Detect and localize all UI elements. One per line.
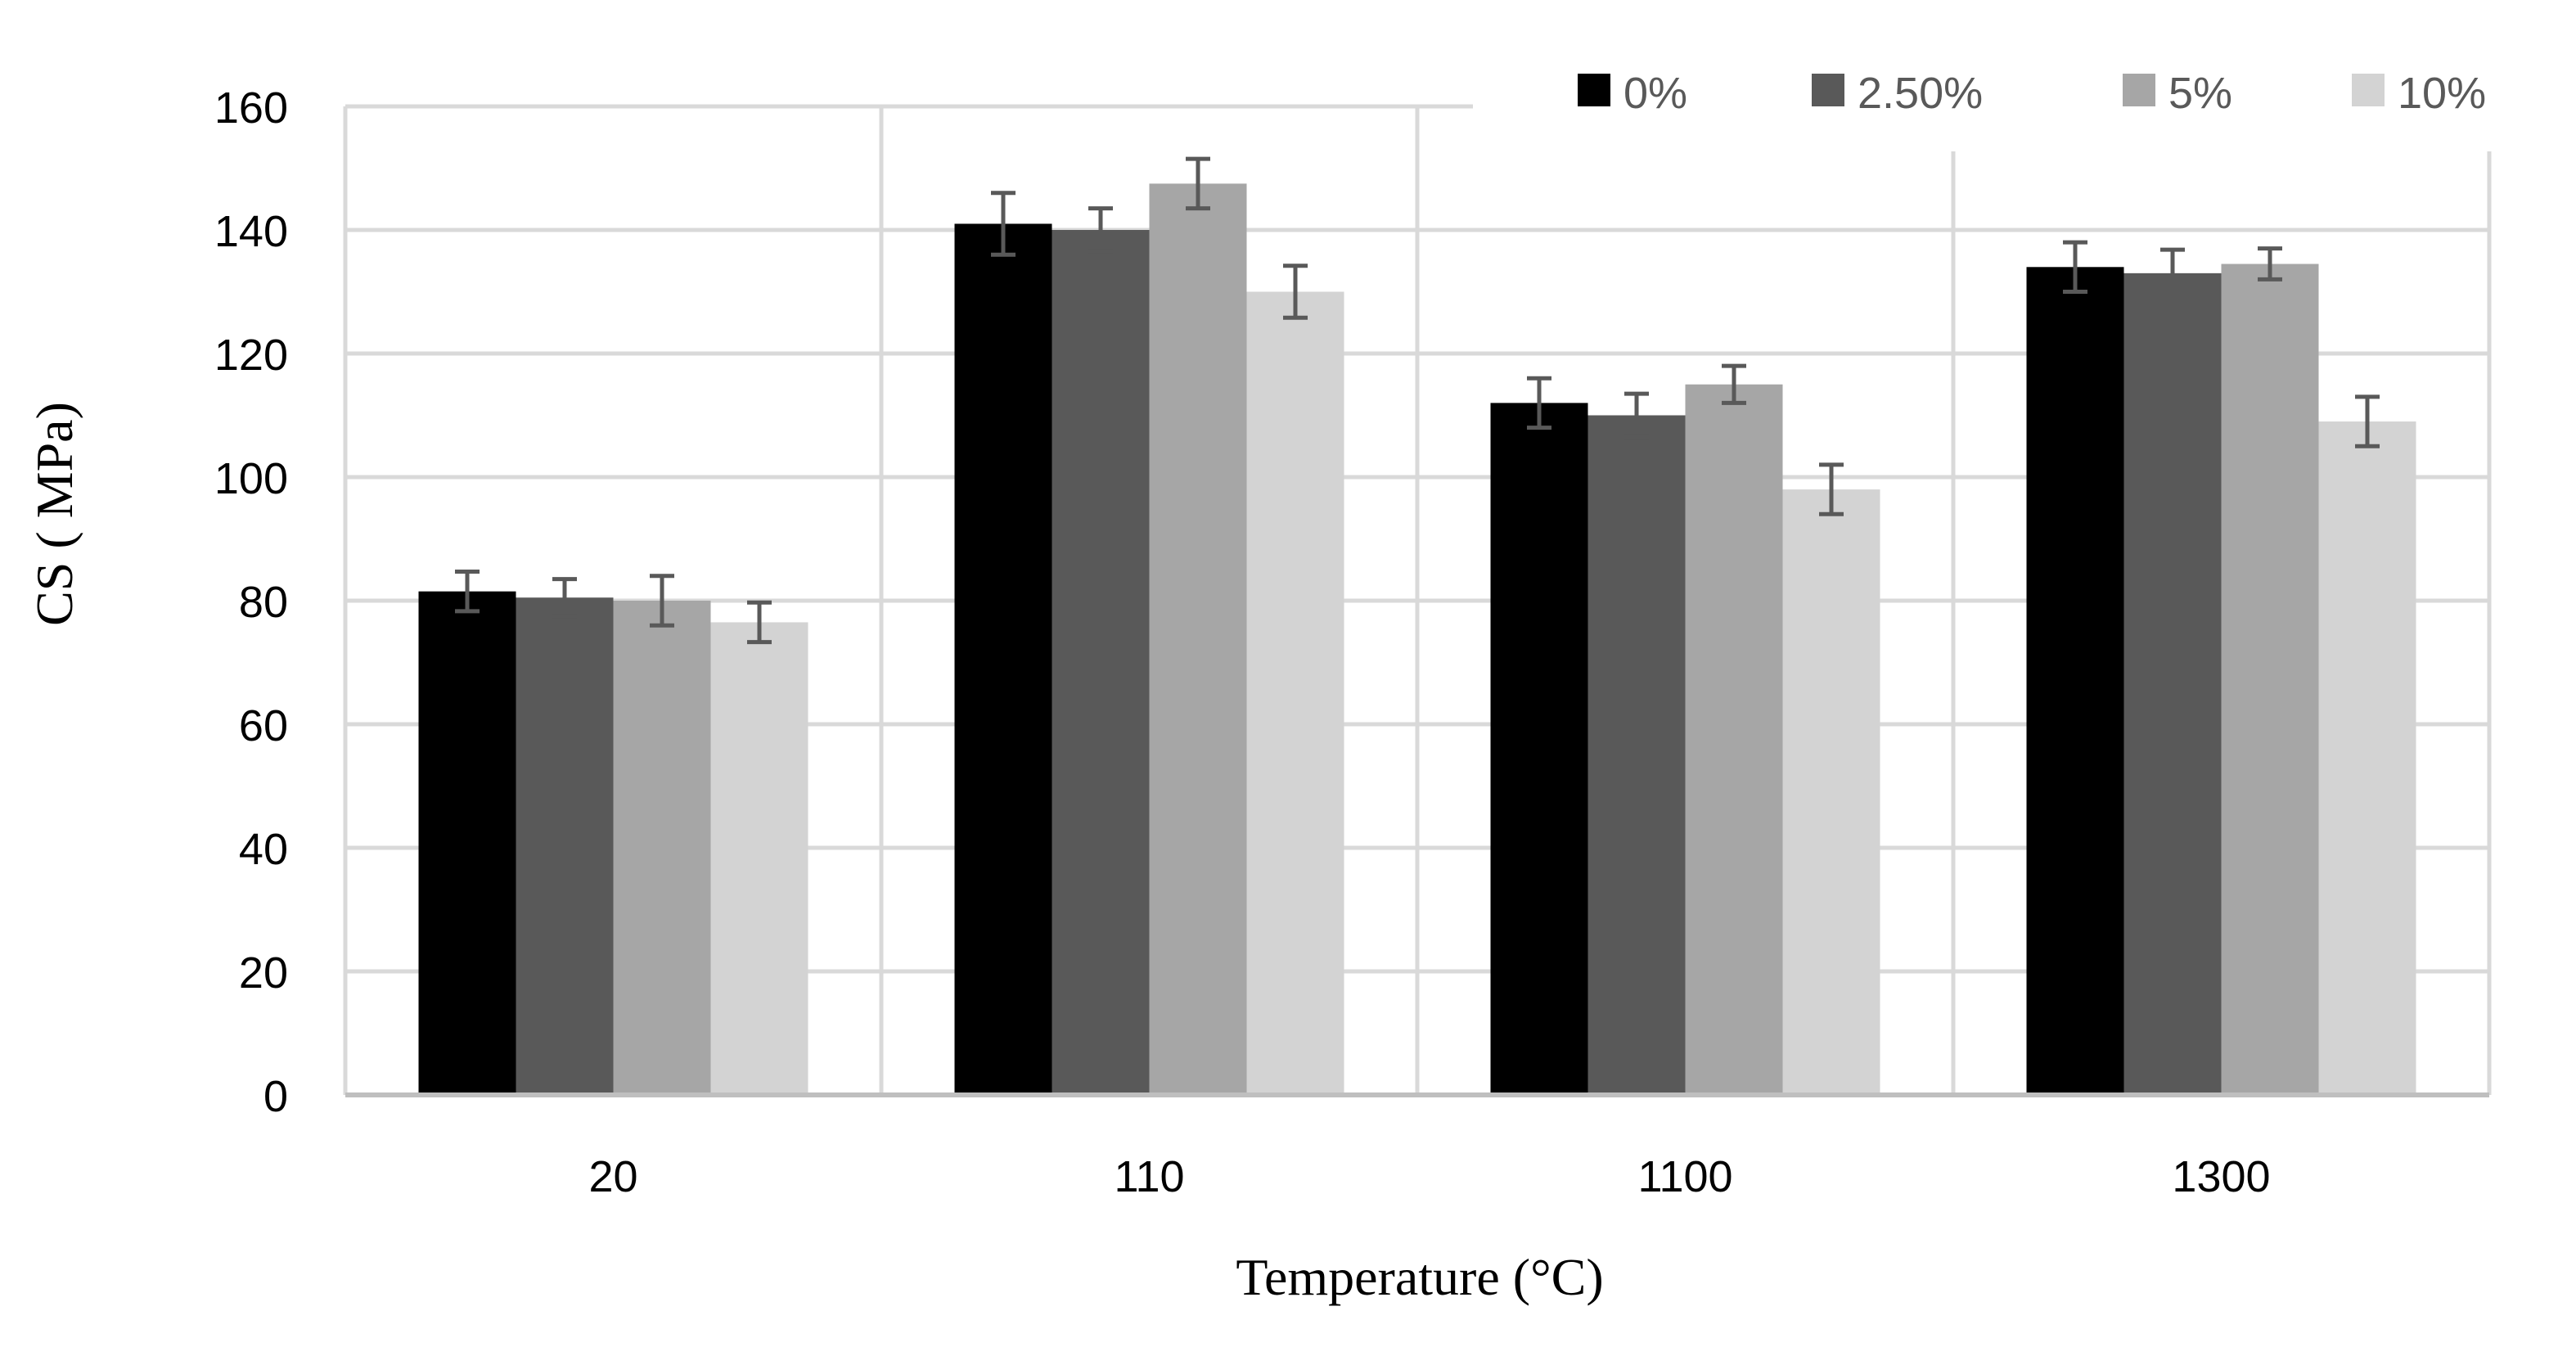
legend-label: 2.50% [1858,69,1983,118]
bar [1149,183,1247,1095]
y-tick-label: 40 [239,825,288,874]
legend-label: 0% [1624,69,1687,118]
legend-swatch [1812,74,1844,106]
y-tick-label: 80 [239,578,288,627]
y-tick-label: 140 [214,207,288,256]
bar [2221,264,2319,1095]
bar [2318,421,2416,1095]
bar [418,591,516,1095]
bar [2026,267,2124,1095]
legend-label: 10% [2398,69,2486,118]
y-tick-label: 60 [239,701,288,750]
bar [1685,384,1783,1095]
axis-layer: 0 20 40 60 80 100 120 140 160 20 110 1100 1300 [214,83,2489,1201]
bar [1587,415,1686,1095]
y-axis-title: CS ( MPa) [25,402,83,626]
x-tick-label: 110 [1114,1152,1184,1201]
y-tick-label: 100 [214,454,288,503]
x-tick-label: 20 [588,1152,637,1201]
y-tick-label: 20 [239,948,288,998]
bars-layer [418,183,2416,1096]
legend-label: 5% [2168,69,2232,118]
error-bars-layer [455,156,2380,645]
y-tick-label: 120 [214,331,288,380]
bar [1490,403,1588,1095]
bar [2123,273,2222,1096]
bar [1052,230,1150,1095]
bar [516,597,614,1095]
legend-swatch [2352,74,2385,106]
legend: 0% 2.50% 5% 10% [1473,49,2553,151]
y-tick-label: 160 [214,83,288,133]
y-tick-label: 0 [263,1072,288,1121]
bar [710,622,808,1095]
bar [613,601,711,1095]
x-axis-title: Temperature (°C) [1236,1248,1603,1306]
bar [954,223,1052,1096]
bar [1782,489,1880,1095]
legend-swatch [2123,74,2155,106]
x-tick-label: 1100 [1637,1152,1732,1201]
legend-swatch [1578,74,1610,106]
bar [1246,291,1344,1095]
x-tick-label: 1300 [2172,1152,2270,1201]
